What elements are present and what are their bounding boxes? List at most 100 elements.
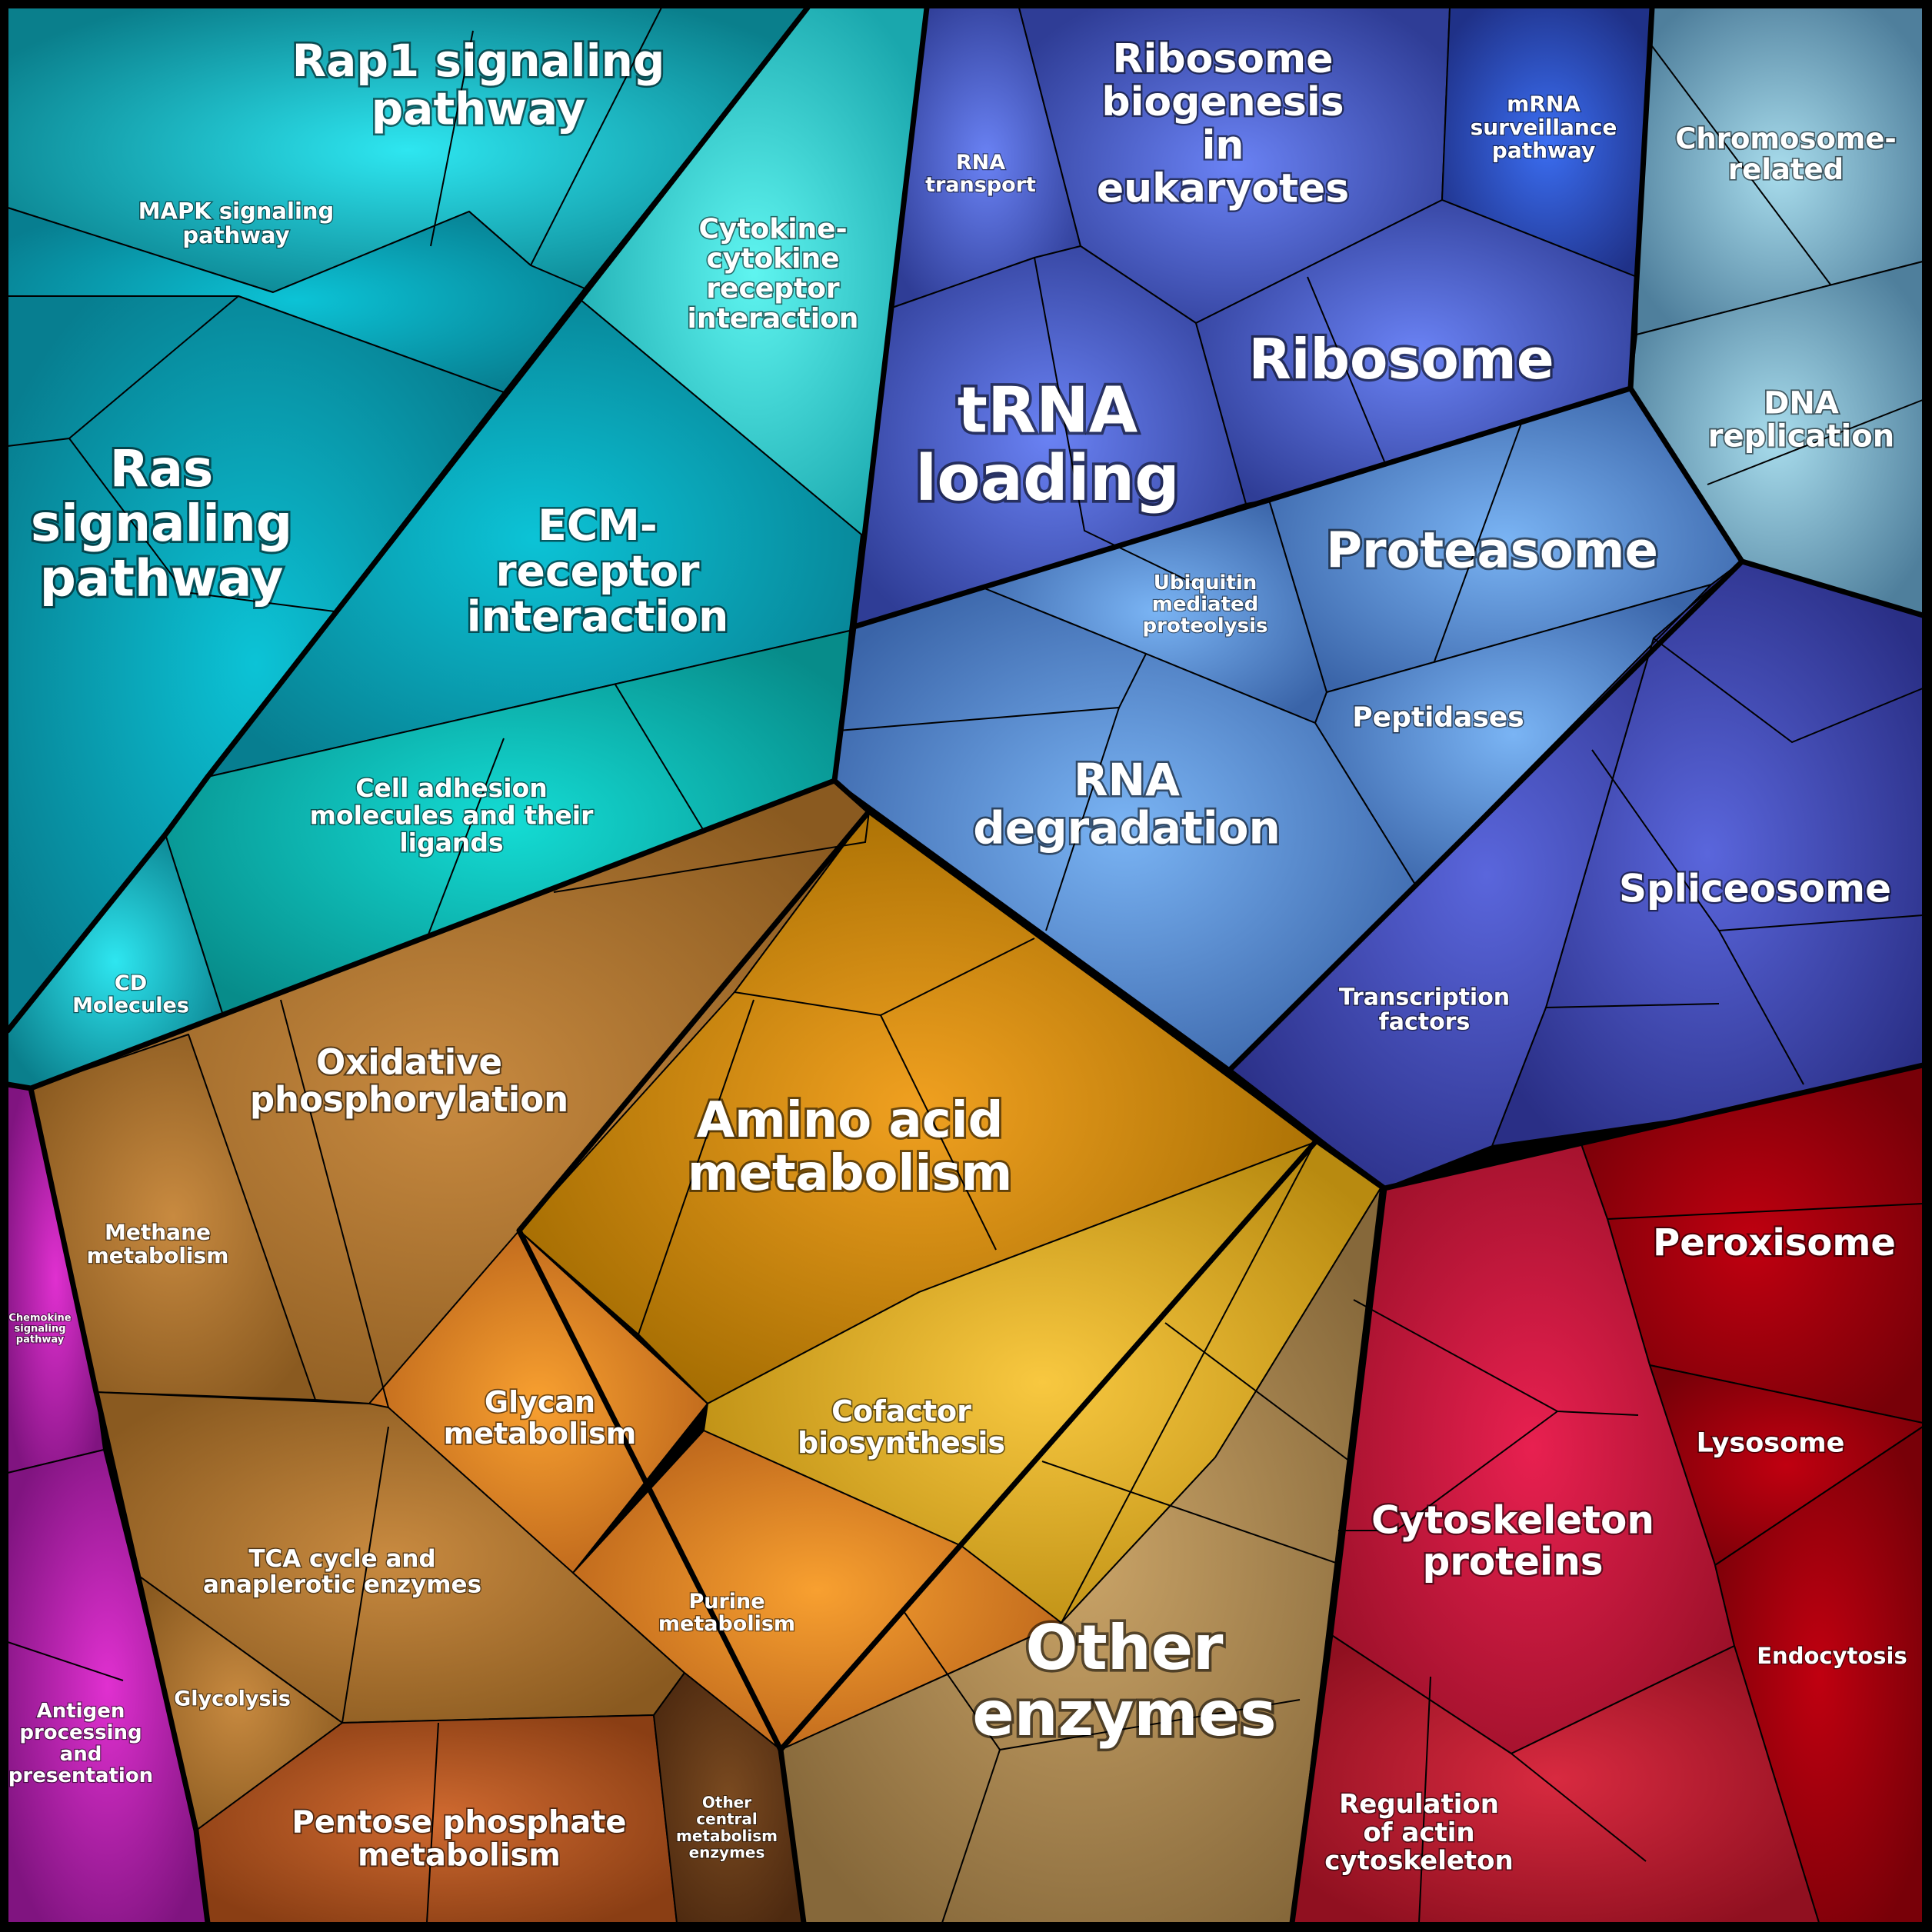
label-peptidases: Peptidases [1352, 702, 1524, 734]
label-mapk: MAPK signaling pathway [138, 198, 335, 248]
label-tca: TCA cycle and anaplerotic enzymes [203, 1545, 481, 1598]
label-cell-adhesion-line: molecules and their [310, 801, 594, 831]
border-metabolism-immune [28, 1085, 211, 1926]
label-other-central-line: central [696, 1810, 757, 1828]
label-mrna-surveillance-line: surveillance [1471, 115, 1617, 140]
label-tca-line: TCA cycle and [248, 1545, 435, 1573]
border-trna-ribosome-internal [851, 385, 1634, 630]
label-rna-degradation-line: RNA [1074, 754, 1180, 806]
label-glycan-line: Glycan [485, 1385, 595, 1419]
label-cd-molecules-line: Molecules [72, 994, 189, 1018]
label-ribosome-biogenesis-line: Ribosome [1113, 36, 1334, 82]
label-ras-line: signaling [31, 494, 292, 553]
label-trna-loading-line: tRNA [958, 374, 1138, 447]
label-mrna-surveillance-line: pathway [1492, 138, 1595, 163]
cell-endocytosis [1714, 1426, 1924, 1924]
label-rna-degradation: RNA degradation [973, 754, 1281, 854]
group-genetic-information [834, 7, 1924, 1189]
label-spliceosome: Spliceosome [1619, 867, 1891, 911]
group-metabolism [30, 780, 1381, 1924]
label-ribosome-biogenesis-line: eukaryotes [1097, 165, 1349, 212]
label-amino-acid: Amino acid metabolism [688, 1092, 1012, 1202]
group-immune [7, 1084, 208, 1924]
label-cytoskeleton: Cytoskeleton proteins [1371, 1498, 1654, 1584]
label-other-enzymes-line: Other [1026, 1612, 1224, 1684]
label-other-central-line: Other [702, 1794, 751, 1812]
group-cellular-processes [1291, 1064, 1924, 1924]
label-other-central-line: enzymes [689, 1843, 765, 1861]
label-transcription-factors-line: Transcription [1339, 984, 1510, 1011]
label-amino-acid-line: metabolism [688, 1145, 1012, 1202]
label-antigen-line: processing [19, 1721, 142, 1744]
label-other-enzymes-line: enzymes [972, 1678, 1276, 1750]
label-dna-replication: DNA replication [1708, 385, 1894, 454]
label-rna-transport-line: RNA [956, 151, 1005, 175]
label-ecm-line: ECM- [538, 501, 658, 550]
label-ribosome-biogenesis-line: in [1202, 122, 1244, 168]
label-peptidases-line: Peptidases [1352, 702, 1524, 734]
label-other-central: Other central metabolism enzymes [676, 1794, 778, 1862]
label-actin: Regulation of actin cytoskeleton [1324, 1789, 1513, 1876]
label-mapk-line: pathway [182, 222, 289, 248]
label-cd-molecules-line: CD [115, 971, 147, 995]
label-endocytosis: Endocytosis [1757, 1643, 1907, 1669]
label-ecm-line: receptor [496, 546, 700, 595]
label-glycan-line: metabolism [444, 1417, 637, 1451]
label-trna-loading-line: loading [915, 442, 1180, 515]
label-chemokine-line: pathway [16, 1334, 65, 1346]
label-methane-line: Methane [105, 1220, 211, 1245]
label-antigen-line: and [60, 1743, 102, 1766]
border-other-enzymes [778, 1747, 807, 1926]
label-proteasome-line: Proteasome [1326, 522, 1658, 579]
label-cofactor-line: Cofactor [831, 1394, 971, 1428]
border-spliceosome-internal [1227, 558, 1745, 1072]
label-ecm: ECM-receptor interaction [467, 501, 729, 641]
label-cd-molecules: CD Molecules [72, 971, 189, 1018]
label-cytokine: Cytokine-cytokine receptor interaction [688, 213, 859, 335]
label-ribosome-biogenesis-line: biogenesis [1101, 79, 1344, 125]
label-cofactor-line: biosynthesis [798, 1426, 1005, 1460]
label-actin-line: Regulation [1339, 1789, 1499, 1820]
label-pentose: Pentose phosphate metabolism [291, 1804, 626, 1873]
label-cell-adhesion-line: ligands [399, 828, 503, 858]
border-genetic-cellular [1381, 1062, 1926, 1191]
label-oxphos: Oxidative phosphorylation [250, 1041, 568, 1120]
label-chromosome-related-line: related [1728, 153, 1844, 186]
label-tca-line: anaplerotic enzymes [203, 1571, 481, 1599]
label-actin-line: cytoskeleton [1324, 1846, 1513, 1877]
label-trna-loading: tRNA loading [915, 374, 1180, 515]
label-cell-adhesion-line: Cell adhesion [355, 773, 548, 803]
label-cytokine-line: Cytokine- [698, 213, 847, 245]
label-ubiquitin-line: Ubiquitin [1154, 571, 1257, 595]
label-pentose-line: Pentose phosphate [291, 1804, 626, 1840]
border-genetic-chromosome [1627, 5, 1926, 618]
label-mrna-surveillance: mRNA surveillance pathway [1471, 92, 1617, 163]
label-rna-transport: RNA transport [925, 151, 1036, 197]
label-lysosome: Lysosome [1697, 1427, 1845, 1458]
label-purine-line: Purine [688, 1590, 764, 1614]
label-rap1-line: Rap1 signaling [292, 35, 665, 87]
border-metabolism-cellular [1289, 1185, 1387, 1926]
label-other-enzymes: Other enzymes [972, 1612, 1276, 1750]
label-methane: Methane metabolism [87, 1220, 229, 1268]
label-ecm-line: interaction [467, 592, 729, 641]
label-glycolysis: Glycolysis [174, 1687, 291, 1710]
label-peroxisome-line: Peroxisome [1653, 1221, 1896, 1264]
label-ubiquitin-line: proteolysis [1143, 615, 1268, 638]
label-purine: Purine metabolism [658, 1590, 795, 1636]
label-rna-transport-line: transport [925, 173, 1036, 197]
label-proteasome: Proteasome [1326, 522, 1658, 579]
label-transcription-factors: Transcription factors [1339, 984, 1510, 1035]
label-ras-line: pathway [40, 548, 284, 608]
group-signaling [7, 7, 928, 1089]
label-glycolysis-line: Glycolysis [174, 1687, 291, 1710]
label-endocytosis-line: Endocytosis [1757, 1643, 1907, 1669]
label-oxphos-line: Oxidative [316, 1041, 502, 1082]
label-chromosome-related-line: Chromosome- [1675, 122, 1897, 155]
label-other-central-line: metabolism [676, 1827, 778, 1845]
border-amino-acid-outline [516, 808, 1318, 1753]
label-ras-line: Ras [110, 439, 214, 498]
label-transcription-factors-line: factors [1379, 1009, 1471, 1036]
